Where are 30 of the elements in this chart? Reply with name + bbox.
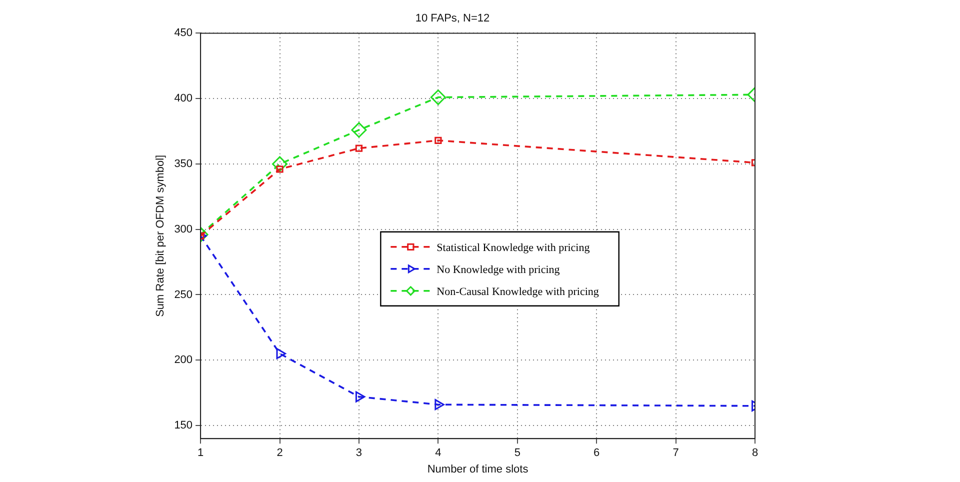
y-tick-label: 200 (174, 354, 193, 366)
point (351, 122, 367, 138)
point (276, 348, 286, 360)
x-tick-label: 7 (672, 447, 679, 460)
y-tick-label: 350 (174, 158, 193, 170)
y-tick-label: 400 (174, 92, 193, 105)
point (272, 156, 288, 172)
y-tick-label: 300 (174, 223, 193, 236)
chart-title: 10 FAPs, N=12 (415, 12, 490, 25)
x-tick-label: 4 (435, 447, 442, 460)
x-tick-label: 5 (514, 447, 520, 460)
point (355, 391, 366, 402)
y-tick-label: 250 (174, 288, 193, 301)
y-axis-title: Sum Rate [bit per OFDM symbol] (154, 154, 167, 317)
point (434, 399, 444, 410)
legend-label: Statistical Knowledge with pricing (436, 242, 590, 254)
point (276, 166, 284, 173)
x-tick-label: 3 (356, 447, 362, 460)
x-axis-title: Number of time slots (427, 463, 529, 476)
point (434, 136, 442, 144)
x-tick-label: 8 (752, 447, 758, 460)
y-tick-label: 450 (174, 27, 193, 40)
point (355, 144, 363, 152)
legend-label: No Knowledge with pricing (436, 264, 560, 276)
y-tick-label: 150 (174, 420, 193, 432)
legend-label: Non-Causal Knowledge with pricing (436, 286, 600, 298)
x-tick-label: 1 (197, 447, 204, 460)
x-tick-label: 2 (276, 447, 283, 460)
point (430, 90, 446, 106)
x-tick-label: 6 (594, 447, 600, 460)
